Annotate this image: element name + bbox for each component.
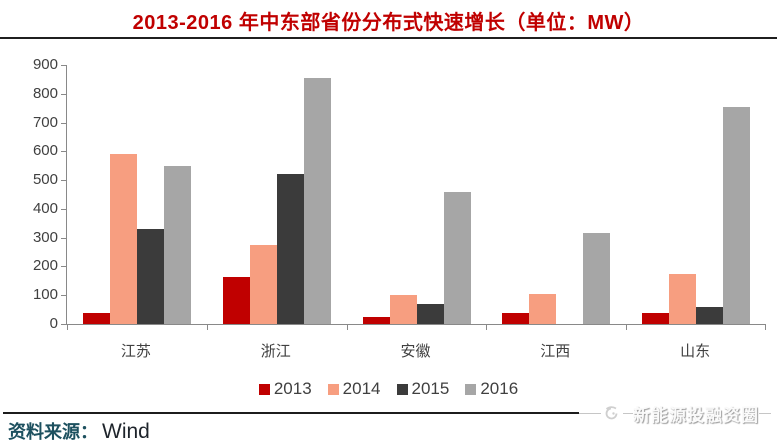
- legend-swatch-2013: [258, 383, 270, 395]
- legend: 2013 2014 2015 2016: [0, 379, 777, 399]
- x-tick-mark-2: [346, 325, 348, 330]
- legend-label-2013: 2013: [273, 379, 312, 398]
- footer-divider: [3, 412, 765, 414]
- y-tick-mark-800: [61, 93, 66, 95]
- y-tick-mark-100: [61, 295, 66, 297]
- x-tick-mark-5: [765, 325, 766, 330]
- chart-title: 2013-2016 年中东部省份分布式快速增长（单位：MW）: [132, 12, 645, 34]
- y-tick-label-300: 300: [32, 228, 58, 246]
- source-value: Wind: [102, 420, 150, 443]
- legend-swatch-2015: [396, 383, 408, 395]
- legend-label-2016: 2016: [480, 379, 519, 398]
- y-tick-mark-400: [61, 208, 66, 210]
- bar-2014-江西: [529, 293, 557, 324]
- y-tick-mark-0: [61, 324, 66, 325]
- bar-2013-江西: [502, 312, 530, 324]
- legend-label-2015: 2015: [411, 379, 450, 398]
- y-tick-mark-200: [61, 266, 66, 268]
- bar-2015-浙江: [276, 174, 304, 324]
- bar-2014-安徽: [389, 295, 417, 324]
- y-tick-label-900: 900: [32, 56, 58, 73]
- y-tick-label-100: 100: [32, 286, 58, 304]
- x-tick-mark-1: [206, 325, 208, 330]
- title-divider: [0, 37, 777, 39]
- y-tick-mark-700: [61, 122, 66, 124]
- y-tick-mark-900: [61, 65, 66, 66]
- x-axis-label-浙江: 浙江: [260, 343, 291, 360]
- watermark-line-right: [759, 412, 771, 414]
- y-tick-label-600: 600: [32, 142, 58, 160]
- source-note: 资料来源： Wind: [8, 418, 150, 444]
- bar-2013-浙江: [222, 276, 250, 324]
- y-tick-mark-500: [61, 180, 66, 182]
- bar-2013-江苏: [82, 312, 110, 324]
- legend-item-2013: 2013: [258, 379, 312, 399]
- source-label: 资料来源：: [8, 422, 98, 443]
- bar-2015-江苏: [136, 229, 164, 324]
- bar-2016-江苏: [163, 165, 191, 324]
- bar-2014-浙江: [249, 244, 277, 324]
- plot-area: [61, 65, 766, 330]
- y-tick-mark-300: [61, 237, 66, 239]
- bar-2014-山东: [669, 273, 697, 324]
- bar-2016-山东: [723, 106, 751, 324]
- bar-2014-江苏: [109, 154, 137, 324]
- y-tick-label-700: 700: [32, 113, 58, 131]
- y-tick-label-400: 400: [32, 199, 58, 217]
- bar-2016-安徽: [443, 191, 471, 324]
- y-tick-label-800: 800: [32, 84, 58, 102]
- y-tick-label-500: 500: [32, 171, 58, 189]
- swirl-logo-icon: [605, 406, 618, 420]
- x-tick-mark-3: [486, 325, 488, 330]
- legend-item-2014: 2014: [327, 379, 381, 399]
- y-tick-mark-600: [61, 151, 66, 153]
- legend-item-2015: 2015: [396, 379, 450, 399]
- watermark-logo: 新能源投融资圈: [579, 399, 771, 427]
- legend-swatch-2014: [327, 383, 339, 395]
- bar-2015-山东: [696, 306, 724, 324]
- watermark-line-mid: [623, 412, 633, 414]
- bar-2013-安徽: [362, 316, 390, 324]
- x-axis-label-江苏: 江苏: [120, 343, 151, 360]
- x-tick-mark-0: [67, 325, 68, 330]
- y-tick-label-200: 200: [32, 257, 58, 275]
- bar-2016-江西: [583, 233, 611, 324]
- bar-2016-浙江: [303, 77, 331, 324]
- y-tick-label-0: 0: [49, 315, 58, 332]
- legend-swatch-2016: [465, 383, 477, 395]
- bar-2013-山东: [642, 312, 670, 324]
- bar-2015-安徽: [416, 303, 444, 324]
- watermark-text: 新能源投融资圈: [633, 405, 759, 425]
- x-axis-label-安徽: 安徽: [400, 343, 431, 360]
- x-axis-label-山东: 山东: [680, 343, 711, 360]
- x-axis-label-江西: 江西: [540, 343, 571, 360]
- x-tick-mark-4: [626, 325, 628, 330]
- legend-item-2016: 2016: [465, 379, 518, 399]
- watermark-line-left: [579, 412, 601, 414]
- legend-label-2014: 2014: [342, 379, 381, 398]
